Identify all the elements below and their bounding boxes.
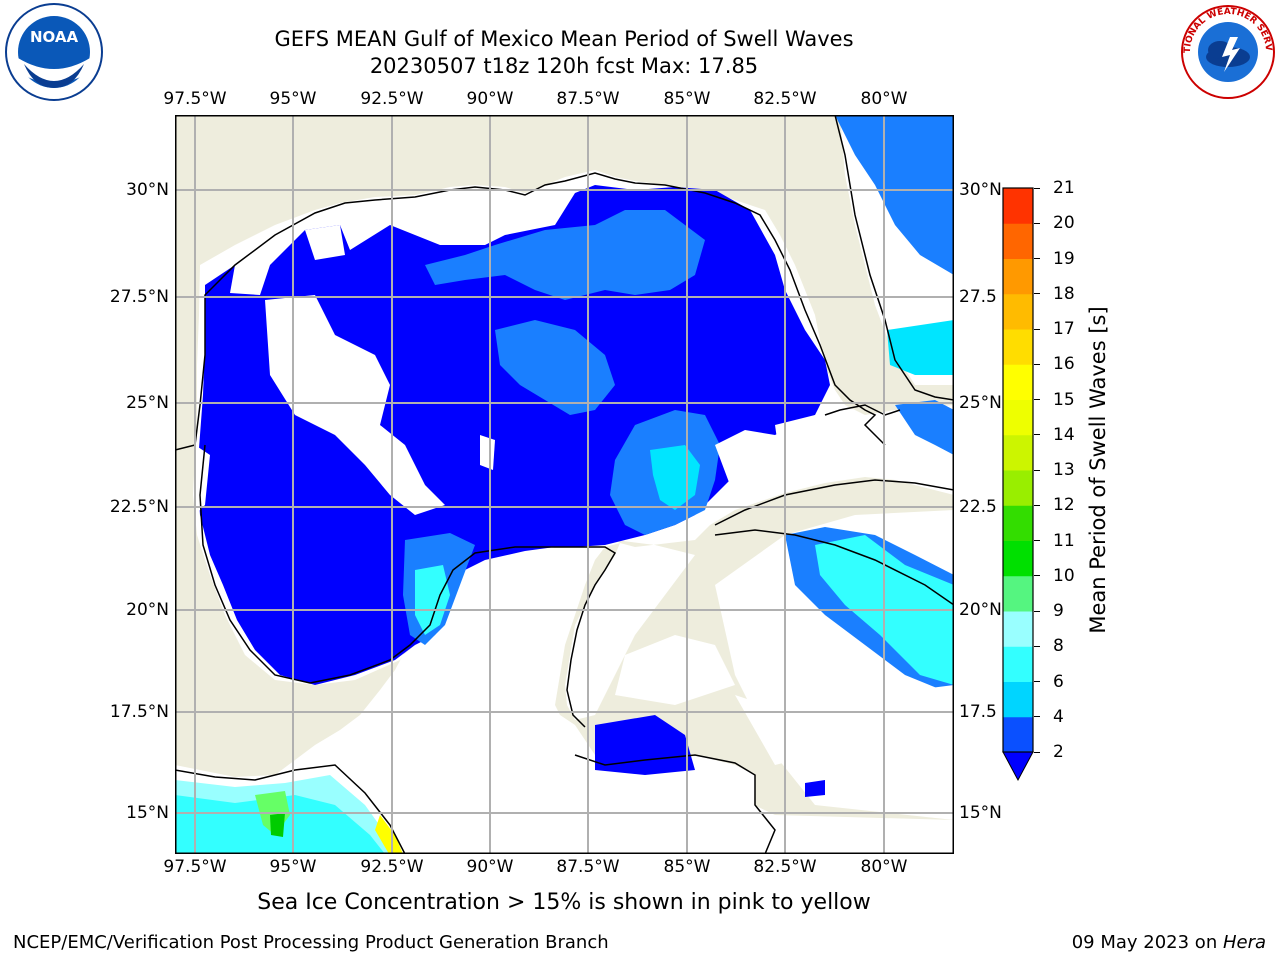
lon-label-top: 97.5°W — [163, 89, 227, 109]
lon-label-bottom: 85°W — [663, 857, 711, 877]
colorbar-block — [1003, 646, 1033, 682]
colorbar-tick-mark — [1034, 645, 1040, 647]
lat-label-left: 27.5°N — [109, 287, 169, 307]
colorbar-tick-label: 15 — [1053, 389, 1075, 410]
lon-label-top: 82.5°W — [753, 89, 817, 109]
lat-label-right: 30°N — [959, 180, 1002, 200]
lon-label-top: 95°W — [269, 89, 317, 109]
colorbar-tick-label: 2 — [1053, 742, 1064, 762]
colorbar-block — [1003, 681, 1033, 718]
lat-label-right: 22.5 — [959, 497, 997, 517]
colorbar — [1002, 187, 1034, 782]
colorbar-tick-mark — [1034, 328, 1040, 330]
lon-label-top: 92.5°W — [360, 89, 424, 109]
colorbar-label: Mean Period of Swell Waves [s] — [1086, 306, 1110, 634]
map-panel — [175, 115, 954, 854]
colorbar-block — [1003, 611, 1033, 647]
noaa-logo: NOAA — [5, 3, 103, 101]
swell-fill-blue — [197, 185, 830, 685]
nws-logo: NATIONAL WEATHER SERVICE — [1178, 2, 1275, 99]
colorbar-block — [1003, 188, 1033, 224]
colorbar-tick-label: 8 — [1053, 636, 1064, 657]
lon-label-bottom: 92.5°W — [360, 857, 424, 877]
colorbar-block — [1003, 470, 1033, 506]
lat-label-left: 25°N — [126, 393, 169, 413]
colorbar-tick-mark — [1034, 187, 1040, 189]
colorbar-tick-mark — [1034, 751, 1040, 753]
lat-label-right: 20°N — [959, 600, 1002, 620]
lat-label-right: 25°N — [959, 393, 1002, 413]
colorbar-tick-label: 10 — [1053, 565, 1075, 586]
svg-text:NOAA: NOAA — [30, 28, 79, 46]
colorbar-tick-mark — [1034, 222, 1040, 224]
colorbar-tick-label: 21 — [1053, 178, 1075, 198]
colorbar-block — [1003, 258, 1033, 295]
colorbar-tick-mark — [1034, 504, 1040, 506]
colorbar-block — [1003, 716, 1033, 753]
colorbar-tick-mark — [1034, 293, 1040, 295]
colorbar-tick-mark — [1034, 610, 1040, 612]
colorbar-block — [1003, 223, 1033, 259]
colorbar-block — [1003, 293, 1033, 330]
colorbar-block — [1003, 505, 1033, 541]
graticule — [175, 115, 954, 854]
colorbar-tick-label: 12 — [1053, 495, 1075, 516]
colorbar-tick-mark — [1034, 363, 1040, 365]
lat-label-left: 22.5°N — [109, 497, 169, 517]
lon-label-top: 87.5°W — [556, 89, 620, 109]
lon-label-bottom: 90°W — [466, 857, 514, 877]
map-title: GEFS MEAN Gulf of Mexico Mean Period of … — [274, 27, 854, 51]
colorbar-tick-mark — [1034, 540, 1040, 541]
footer-host: Hera — [1222, 932, 1266, 953]
colorbar-block — [1003, 434, 1033, 471]
lon-label-bottom: 97.5°W — [163, 857, 227, 877]
footer-date-text: 09 May 2023 on — [1071, 932, 1223, 953]
lat-label-left: 30°N — [126, 180, 169, 200]
lon-label-bottom: 82.5°W — [753, 857, 817, 877]
colorbar-tick-label: 13 — [1053, 460, 1075, 480]
colorbar-tick-label: 16 — [1053, 354, 1075, 375]
lon-label-bottom: 95°W — [269, 857, 317, 877]
colorbar-tick-mark — [1034, 575, 1040, 577]
footer-credit: NCEP/EMC/Verification Post Processing Pr… — [13, 932, 609, 953]
colorbar-tick-label: 20 — [1053, 213, 1075, 234]
sea-ice-caption: Sea Ice Concentration > 15% is shown in … — [257, 890, 871, 915]
colorbar-block — [1003, 399, 1033, 436]
lon-label-top: 85°W — [663, 89, 711, 109]
lat-label-right: 17.5 — [959, 702, 997, 722]
footer-date: 09 May 2023 on Hera — [1072, 932, 1266, 953]
colorbar-block — [1003, 540, 1033, 577]
colorbar-tick-label: 6 — [1053, 671, 1064, 692]
colorbar-tick-mark — [1034, 258, 1040, 259]
lat-label-left: 20°N — [126, 600, 169, 620]
colorbar-tick-mark — [1034, 434, 1040, 436]
colorbar-tick-mark — [1034, 681, 1040, 682]
colorbar-tick-label: 9 — [1053, 601, 1064, 621]
lat-label-left: 17.5°N — [109, 702, 169, 722]
lat-label-left: 15°N — [126, 803, 169, 823]
colorbar-block — [1003, 575, 1033, 612]
colorbar-block — [1003, 329, 1033, 365]
lon-label-top: 90°W — [466, 89, 514, 109]
lon-label-bottom: 87.5°W — [556, 857, 620, 877]
colorbar-tick-label: 4 — [1053, 706, 1064, 727]
coastline — [175, 172, 886, 451]
colorbar-tick-label: 18 — [1053, 283, 1075, 304]
colorbar-tick-mark — [1034, 469, 1040, 471]
colorbar-tick-mark — [1034, 716, 1040, 718]
colorbar-tick-label: 14 — [1053, 424, 1075, 445]
lat-label-right: 27.5 — [959, 287, 997, 307]
colorbar-block — [1003, 364, 1033, 400]
lon-label-top: 80°W — [860, 89, 908, 109]
colorbar-extend-arrow — [1002, 751, 1034, 782]
lon-label-bottom: 80°W — [860, 857, 908, 877]
lat-label-right: 15°N — [959, 803, 1002, 823]
colorbar-frame — [1002, 187, 1034, 753]
map-border — [175, 115, 954, 854]
colorbar-tick-label: 17 — [1053, 319, 1075, 339]
colorbar-tick-label: 11 — [1053, 530, 1075, 551]
map-subtitle: 20230507 t18z 120h fcst Max: 17.85 — [369, 54, 759, 78]
colorbar-tick-mark — [1034, 399, 1040, 400]
colorbar-tick-label: 19 — [1053, 248, 1075, 269]
